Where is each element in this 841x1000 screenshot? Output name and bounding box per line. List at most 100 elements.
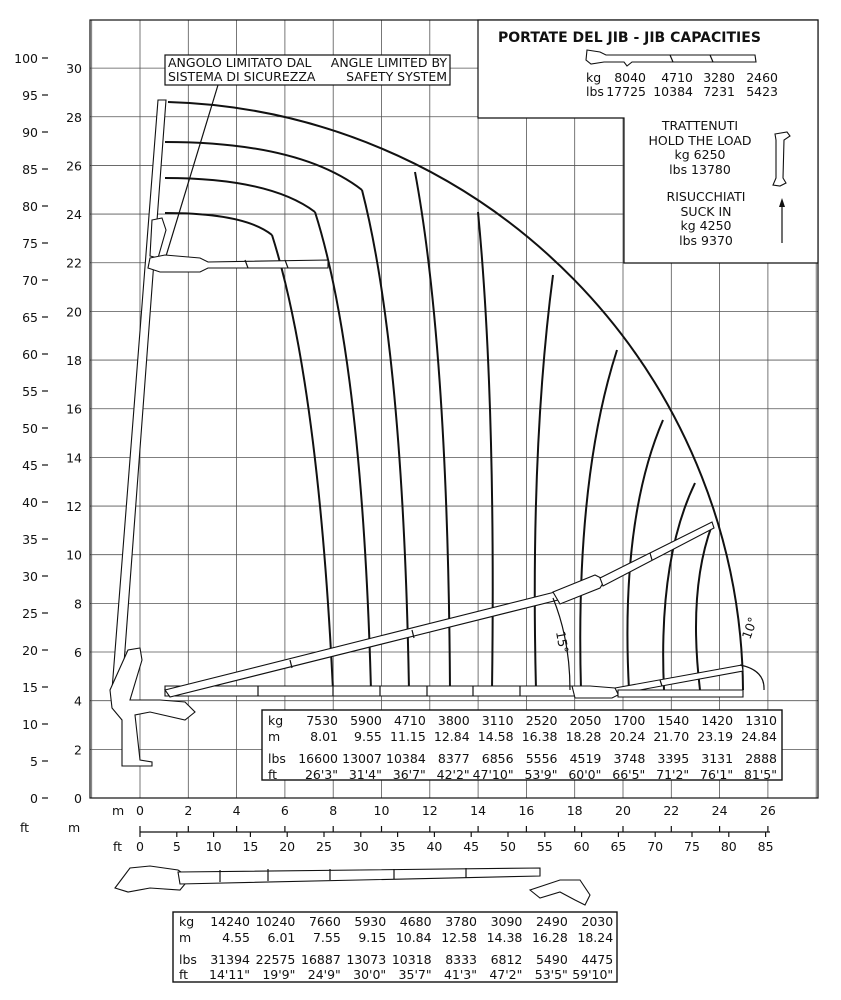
jib-capacity-box	[477, 19, 819, 264]
table-cell: 36'7"	[393, 767, 426, 782]
bottom-ft-tick: 85	[758, 839, 774, 854]
table-cell: 19'9"	[262, 967, 295, 982]
table-cell: 1310	[745, 713, 777, 728]
jib-lbs-value: 5423	[746, 84, 778, 99]
bottom-ft-tick: 70	[647, 839, 663, 854]
left-m-tick: 10	[66, 548, 82, 563]
table-cell: 3748	[613, 751, 645, 766]
table-cell: 2888	[745, 751, 777, 766]
left-ft-tick: 50	[22, 421, 38, 436]
table-cell: 6.01	[268, 930, 296, 945]
crane-boom-drawing	[109, 99, 744, 767]
bottom-ft-unit: ft	[113, 839, 122, 854]
table-cell: 22575	[256, 952, 296, 967]
row-label: kg	[268, 713, 283, 728]
table-cell: 60'0"	[568, 767, 601, 782]
bottom-m-tick: 20	[615, 803, 631, 818]
table-cell: 2490	[536, 914, 568, 929]
bottom-ft-tick: 10	[206, 839, 222, 854]
table-cell: 16887	[301, 952, 341, 967]
table-cell: 12.84	[434, 729, 470, 744]
table-cell: 10318	[392, 952, 432, 967]
left-ft-tick: 65	[22, 310, 38, 325]
bottom-ft-tick: 15	[242, 839, 258, 854]
left-ft-tick: 95	[22, 88, 38, 103]
range-arc	[164, 177, 316, 213]
table-cell: 16.38	[522, 729, 558, 744]
row-label: lbs	[179, 952, 197, 967]
left-ft-unit: ft	[20, 820, 29, 835]
table-cell: 14'11"	[209, 967, 250, 982]
left-ft-tick: 55	[22, 384, 38, 399]
table-cell: 41'3"	[444, 967, 477, 982]
bottom-m-tick: 16	[518, 803, 534, 818]
load-curve	[361, 189, 410, 691]
table-cell: 2520	[526, 713, 558, 728]
table-cell: 76'1"	[700, 767, 733, 782]
bottom-ft-tick: 20	[279, 839, 295, 854]
left-ft-tick: 10	[22, 717, 38, 732]
table-cell: 5490	[536, 952, 568, 967]
table-cell: 18.28	[566, 729, 602, 744]
left-ft-tick: 60	[22, 347, 38, 362]
jib-lbs-value: 10384	[653, 84, 693, 99]
jib-kg-value: 4710	[661, 70, 693, 85]
table-cell: 3131	[701, 751, 733, 766]
note-en1: ANGLE LIMITED BY	[331, 55, 448, 70]
table-cell: 18.24	[577, 930, 613, 945]
table-cell: 35'7"	[399, 967, 432, 982]
bottom-ft-tick: 50	[500, 839, 516, 854]
note-en2: SAFETY SYSTEM	[346, 69, 447, 84]
envelope-curve	[167, 101, 744, 691]
table-cell: 24'9"	[308, 967, 341, 982]
jib-kg-value: 8040	[614, 70, 646, 85]
load-curve	[662, 482, 696, 691]
left-m-tick: 14	[66, 450, 82, 465]
row-label: m	[268, 729, 280, 744]
bottom-ft-tick: 60	[574, 839, 590, 854]
bottom-ft-tick: 40	[426, 839, 442, 854]
bottom-ft-tick: 5	[173, 839, 181, 854]
up-arrow-icon	[779, 198, 785, 243]
jib-lbs-value: 7231	[703, 84, 735, 99]
table-cell: 10240	[256, 914, 296, 929]
bottom-m-tick: 2	[184, 803, 192, 818]
table-cell: 7530	[306, 713, 338, 728]
table-cell: 13073	[346, 952, 386, 967]
left-ft-tick: 0	[30, 791, 38, 806]
left-ft-tick: 80	[22, 199, 38, 214]
row-label: ft	[268, 767, 277, 782]
left-ft-tick: 85	[22, 162, 38, 177]
table-cell: 12.58	[441, 930, 477, 945]
load-curve	[579, 349, 618, 691]
bottom-ft-tick: 80	[721, 839, 737, 854]
table-cell: 53'5"	[535, 967, 568, 982]
table-cell: 10.84	[396, 930, 432, 945]
table-cell: 3395	[657, 751, 689, 766]
table-cell: 14240	[210, 914, 250, 929]
suck-lbs: lbs 9370	[679, 233, 733, 248]
row-label: lbs	[268, 751, 286, 766]
table-cell: 9.55	[354, 729, 382, 744]
left-ft-tick: 90	[22, 125, 38, 140]
jib-lbs-label: lbs	[586, 84, 604, 99]
table-cell: 14.38	[487, 930, 523, 945]
folded-capacity-table	[172, 911, 618, 983]
table-cell: 8377	[438, 751, 470, 766]
table-cell: 1700	[613, 713, 645, 728]
bottom-ft-tick: 0	[136, 839, 144, 854]
table-cell: 30'0"	[353, 967, 386, 982]
bottom-m-tick: 26	[760, 803, 776, 818]
table-cell: 1540	[657, 713, 689, 728]
table-cell: 4.55	[222, 930, 250, 945]
row-label: kg	[179, 914, 194, 929]
table-cell: 7.55	[313, 930, 341, 945]
bottom-m-tick: 24	[712, 803, 728, 818]
table-cell: 6812	[491, 952, 523, 967]
left-ft-tick: 30	[22, 569, 38, 584]
left-m-unit: m	[68, 820, 80, 835]
jib-kg-label: kg	[586, 70, 601, 85]
